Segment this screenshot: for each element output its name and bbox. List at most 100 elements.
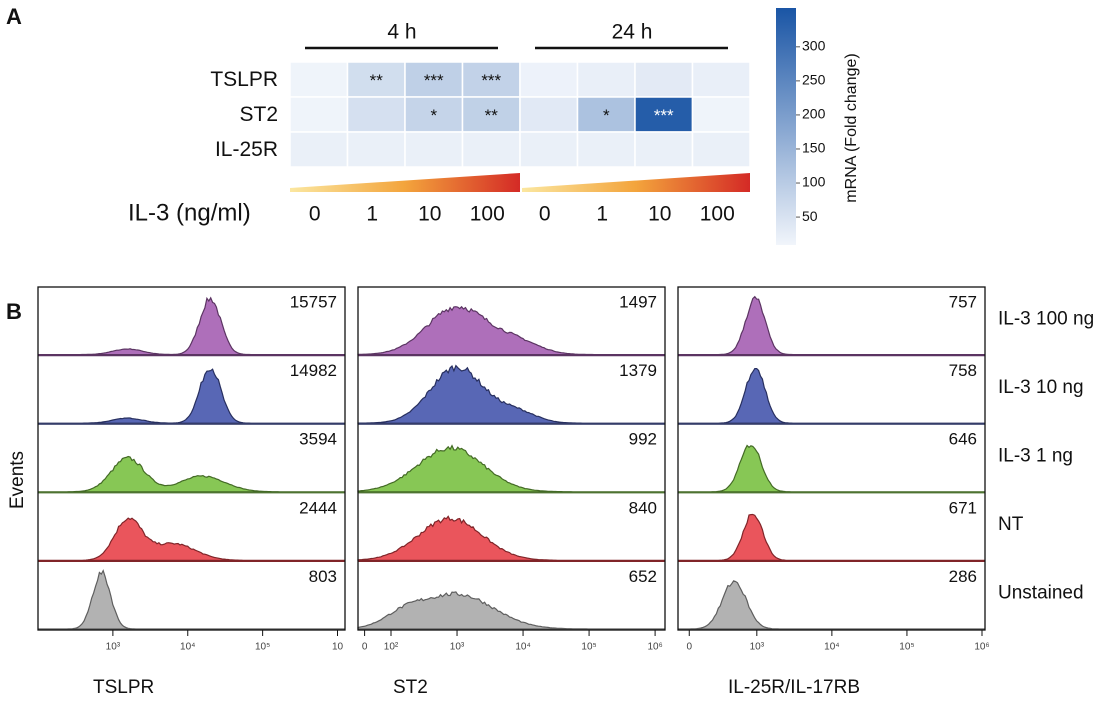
mfi-value: 803: [309, 567, 337, 586]
x-tick-label: 10³: [450, 642, 465, 653]
panel-label: B: [6, 299, 22, 324]
histogram-curve: [38, 455, 345, 493]
x-tick-label: 0: [362, 642, 368, 653]
heat-cell: [289, 131, 349, 168]
histogram-curve: [678, 368, 985, 424]
colorbar-tick-label: 250: [802, 72, 826, 88]
x-tick-label: 10⁵: [255, 642, 270, 653]
histogram-curve: [357, 305, 665, 356]
mfi-value: 652: [629, 567, 657, 586]
mfi-value: 1497: [619, 292, 657, 311]
significance: *: [430, 106, 437, 125]
dose-label: 100: [700, 203, 735, 226]
mfi-value: 3594: [299, 430, 337, 449]
colorbar-tick-label: 200: [802, 106, 826, 122]
heat-cell: [346, 131, 406, 168]
histogram-curve: [678, 444, 985, 493]
x-tick-label: 10⁴: [824, 642, 839, 653]
x-axis-label: ST2: [393, 677, 428, 698]
heat-cell: [691, 131, 751, 168]
heat-cell: [691, 61, 751, 98]
dose-gradient: [522, 173, 750, 192]
colorbar-tick-label: 100: [802, 174, 826, 190]
heat-cell: [404, 131, 464, 168]
mfi-value: 646: [949, 430, 977, 449]
dose-label: 1: [366, 203, 378, 226]
significance: ***: [424, 71, 444, 90]
colorbar: [776, 8, 796, 245]
heat-cell: [576, 131, 636, 168]
x-tick-label: 10⁴: [515, 642, 530, 653]
heat-cell: [634, 61, 694, 98]
plot-frame: [37, 286, 346, 631]
heat-cell: [576, 96, 636, 133]
group-label: 4 h: [387, 21, 416, 44]
legend-label: NT: [998, 514, 1024, 535]
histogram-curve: [678, 295, 985, 356]
mfi-value: 14982: [290, 361, 337, 380]
x-axis-label: IL-25R/IL-17RB: [728, 677, 860, 698]
significance: **: [485, 106, 499, 125]
x-tick-label: 0: [686, 642, 692, 653]
histogram-curve: [38, 368, 345, 424]
histogram-curve: [38, 569, 345, 630]
dose-gradient: [290, 173, 520, 192]
x-label: IL-3 (ng/ml): [128, 199, 251, 226]
mfi-value: 757: [949, 292, 977, 311]
dose-label: 0: [309, 203, 321, 226]
histogram-curve: [357, 591, 665, 630]
heat-cell: [519, 131, 579, 168]
mfi-value: 2444: [299, 498, 337, 517]
x-tick-label: 10³: [750, 642, 765, 653]
row-label: IL-25R: [215, 138, 278, 161]
plot-frame: [357, 286, 666, 631]
heat-cell: [576, 61, 636, 98]
y-axis-label: Events: [7, 451, 28, 509]
panel-label: A: [6, 4, 22, 29]
histogram-curve: [357, 444, 665, 493]
colorbar-label: mRNA (Fold change): [843, 53, 860, 202]
mfi-value: 1379: [619, 361, 657, 380]
histogram-curve: [357, 364, 665, 424]
legend-label: IL-3 1 ng: [998, 446, 1073, 467]
x-tick-label: 10²: [384, 642, 399, 653]
mfi-value: 758: [949, 361, 977, 380]
legend-label: IL-3 10 ng: [998, 377, 1084, 398]
significance: *: [603, 106, 610, 125]
colorbar-tick-label: 300: [802, 38, 826, 54]
x-tick-label: 10⁶: [974, 642, 989, 653]
row-label: TSLPR: [210, 68, 278, 91]
dose-label: 100: [470, 203, 505, 226]
plot-frame: [677, 286, 986, 631]
x-tick-label: 10: [332, 642, 344, 653]
significance: ***: [654, 106, 674, 125]
heat-cell: [461, 131, 521, 168]
heat-cell: [634, 131, 694, 168]
x-tick-label: 10⁴: [180, 642, 195, 653]
heat-cell: [519, 96, 579, 133]
mfi-value: 15757: [290, 292, 337, 311]
histogram-curve: [678, 513, 985, 561]
mfi-value: 671: [949, 498, 977, 517]
heat-cell: [289, 96, 349, 133]
mfi-value: 840: [629, 498, 657, 517]
x-tick-label: 10⁵: [581, 642, 596, 653]
colorbar-tick-label: 150: [802, 140, 826, 156]
heat-cell: [691, 96, 751, 133]
x-axis-label: TSLPR: [93, 677, 154, 698]
colorbar-tick-label: 50: [802, 208, 818, 224]
x-tick-label: 10⁶: [647, 642, 662, 653]
heat-cell: [519, 61, 579, 98]
dose-label: 1: [596, 203, 608, 226]
legend-label: IL-3 100 ng: [998, 308, 1094, 329]
row-label: ST2: [239, 103, 278, 126]
histogram-curve: [38, 296, 345, 356]
mfi-value: 992: [629, 430, 657, 449]
legend-label: Unstained: [998, 583, 1084, 604]
histogram-curve: [38, 517, 345, 561]
significance: **: [370, 71, 384, 90]
mfi-value: 286: [949, 567, 977, 586]
heat-cell: [289, 61, 349, 98]
dose-label: 10: [418, 203, 441, 226]
significance: ***: [481, 71, 501, 90]
